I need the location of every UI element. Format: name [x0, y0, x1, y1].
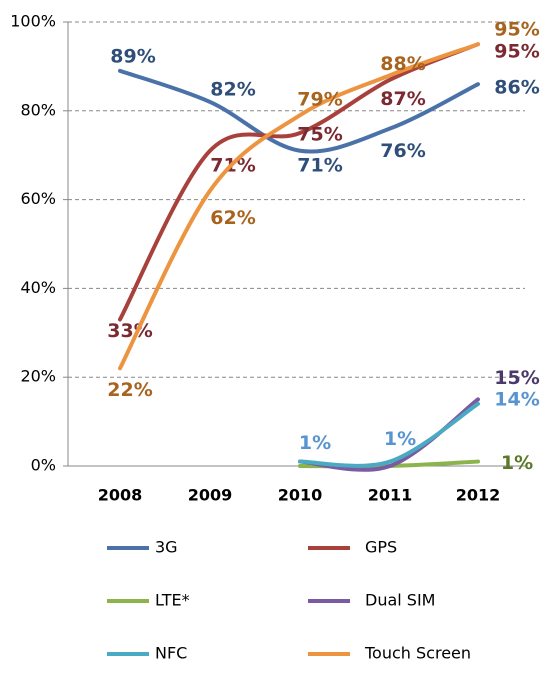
y-tick-label: 20%	[20, 367, 56, 386]
legend-label: 3G	[155, 538, 178, 557]
data-label: 87%	[380, 88, 425, 110]
y-tick-label: 60%	[20, 189, 56, 208]
data-label: 89%	[110, 45, 155, 67]
data-label: 86%	[494, 77, 539, 99]
data-label: 79%	[297, 89, 342, 111]
legend-label: NFC	[155, 644, 187, 663]
data-label: 1%	[501, 452, 533, 474]
x-tick-label: 2010	[278, 486, 323, 505]
data-label: 1%	[299, 432, 331, 454]
legend-label: Dual SIM	[365, 591, 435, 610]
data-label: 71%	[297, 154, 342, 176]
data-label: 75%	[297, 124, 342, 146]
y-tick-label: 100%	[10, 12, 56, 31]
data-label: 95%	[494, 19, 539, 41]
data-label: 82%	[210, 78, 255, 100]
x-tick-label: 2008	[98, 486, 143, 505]
data-label: 1%	[384, 428, 416, 450]
x-tick-label: 2009	[188, 486, 233, 505]
y-tick-label: 40%	[20, 278, 56, 297]
y-tick-label: 0%	[31, 456, 56, 475]
data-label: 14%	[494, 388, 539, 410]
legend-label: GPS	[365, 538, 397, 557]
legend-label: Touch Screen	[364, 644, 471, 663]
series-line	[118, 42, 480, 322]
data-label: 88%	[380, 53, 425, 75]
data-label: 62%	[210, 207, 255, 229]
y-tick-label: 80%	[20, 100, 56, 119]
series-line	[298, 401, 480, 468]
x-tick-label: 2012	[456, 486, 501, 505]
data-label: 95%	[494, 41, 539, 63]
series-line	[118, 68, 480, 154]
data-label: 33%	[107, 320, 152, 342]
data-label: 76%	[380, 140, 425, 162]
x-tick-label: 2011	[368, 486, 413, 505]
legend-label: LTE*	[155, 591, 190, 610]
series-line	[118, 42, 480, 371]
data-label: 15%	[494, 367, 539, 389]
data-label: 22%	[107, 379, 152, 401]
